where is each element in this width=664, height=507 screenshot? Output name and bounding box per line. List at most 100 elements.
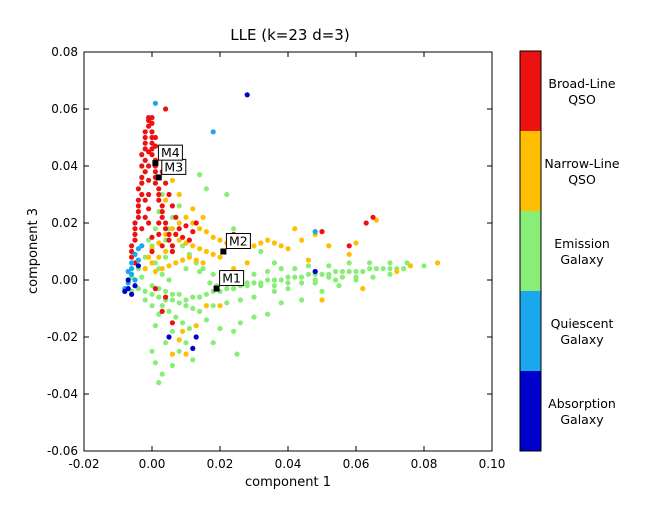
- x-tick-label: -0.02: [68, 457, 99, 471]
- x-tick-label: 0.06: [343, 457, 370, 471]
- data-point: [278, 243, 284, 249]
- data-point: [173, 231, 179, 237]
- data-point: [333, 268, 339, 275]
- data-point: [217, 237, 223, 243]
- data-point: [292, 226, 298, 232]
- data-point: [156, 191, 162, 198]
- data-point: [278, 266, 284, 272]
- data-point: [135, 209, 141, 215]
- data-point: [166, 308, 172, 314]
- data-point: [146, 191, 152, 198]
- data-point: [142, 169, 148, 175]
- data-point: [186, 254, 192, 260]
- data-point: [146, 220, 152, 226]
- y-tick-label: 0.08: [51, 45, 78, 59]
- data-point: [231, 266, 237, 272]
- data-point: [251, 294, 257, 300]
- data-point: [401, 266, 407, 272]
- data-point: [142, 297, 148, 303]
- data-point: [360, 268, 366, 275]
- data-point: [265, 268, 271, 275]
- data-point: [271, 288, 277, 294]
- data-point: [176, 203, 182, 209]
- marker-label-box: [157, 144, 183, 161]
- data-point: [152, 323, 158, 329]
- data-point: [285, 286, 291, 292]
- data-point: [135, 197, 141, 203]
- data-point: [169, 328, 175, 334]
- data-point: [387, 271, 393, 277]
- data-point: [404, 260, 410, 266]
- data-point: [373, 266, 379, 272]
- data-point: [319, 271, 325, 277]
- data-point: [336, 283, 342, 289]
- data-point: [387, 266, 393, 272]
- marker-point: [152, 160, 159, 167]
- data-point: [146, 254, 152, 260]
- data-point: [156, 186, 162, 192]
- data-point: [129, 291, 135, 297]
- data-point: [142, 157, 148, 163]
- data-point: [159, 308, 165, 314]
- data-point: [135, 246, 141, 252]
- y-tick-label: -0.04: [47, 387, 78, 401]
- data-point: [180, 234, 186, 240]
- data-point: [210, 234, 216, 240]
- data-point: [146, 163, 152, 169]
- colorbar-segment: [520, 131, 541, 211]
- data-point: [193, 323, 199, 329]
- data-point: [152, 360, 158, 366]
- data-point: [265, 311, 271, 317]
- data-point: [163, 197, 169, 203]
- chart-title: LLE (k=23 d=3): [230, 26, 349, 44]
- colorbar-label: Broad-Line QSO: [548, 76, 616, 107]
- y-tick-label: 0.02: [51, 216, 78, 230]
- data-point: [183, 340, 189, 346]
- data-point: [312, 268, 318, 275]
- data-point: [135, 214, 141, 220]
- colorbar: Absorption Galaxy Quiescent Galaxy Emission G…: [519, 50, 620, 452]
- data-point: [146, 177, 152, 183]
- y-tick-label: -0.06: [47, 444, 78, 458]
- data-point: [166, 191, 172, 198]
- data-point: [176, 191, 182, 198]
- data-point: [156, 197, 162, 203]
- data-point: [190, 229, 196, 235]
- data-point: [163, 254, 169, 260]
- data-point: [210, 340, 216, 346]
- data-point: [319, 297, 325, 303]
- plot-area-frame: [83, 51, 493, 452]
- data-point: [169, 297, 175, 303]
- data-point: [139, 274, 145, 280]
- data-point: [271, 283, 277, 289]
- data-point: [149, 348, 155, 354]
- data-point: [224, 300, 230, 306]
- x-tick-label: 0.10: [479, 457, 506, 471]
- data-point: [203, 291, 209, 297]
- data-point: [149, 140, 155, 146]
- data-point: [326, 243, 332, 249]
- data-point: [132, 231, 138, 237]
- data-point: [200, 260, 206, 266]
- data-point: [210, 271, 216, 277]
- marker-label: M4: [161, 145, 180, 160]
- data-point: [197, 172, 203, 178]
- data-point: [166, 263, 172, 269]
- colorbar-segment: [520, 211, 541, 291]
- data-point: [231, 328, 237, 334]
- data-point: [142, 146, 148, 152]
- data-point: [132, 226, 138, 232]
- data-point: [244, 280, 250, 286]
- data-point: [183, 297, 189, 303]
- data-point: [217, 303, 223, 309]
- data-point: [210, 129, 216, 135]
- data-point: [142, 129, 148, 135]
- data-point: [285, 280, 291, 286]
- data-point: [156, 231, 162, 237]
- data-point: [186, 325, 192, 332]
- data-point: [129, 266, 135, 272]
- data-point: [251, 243, 257, 249]
- data-point: [299, 280, 305, 286]
- data-point: [190, 357, 196, 363]
